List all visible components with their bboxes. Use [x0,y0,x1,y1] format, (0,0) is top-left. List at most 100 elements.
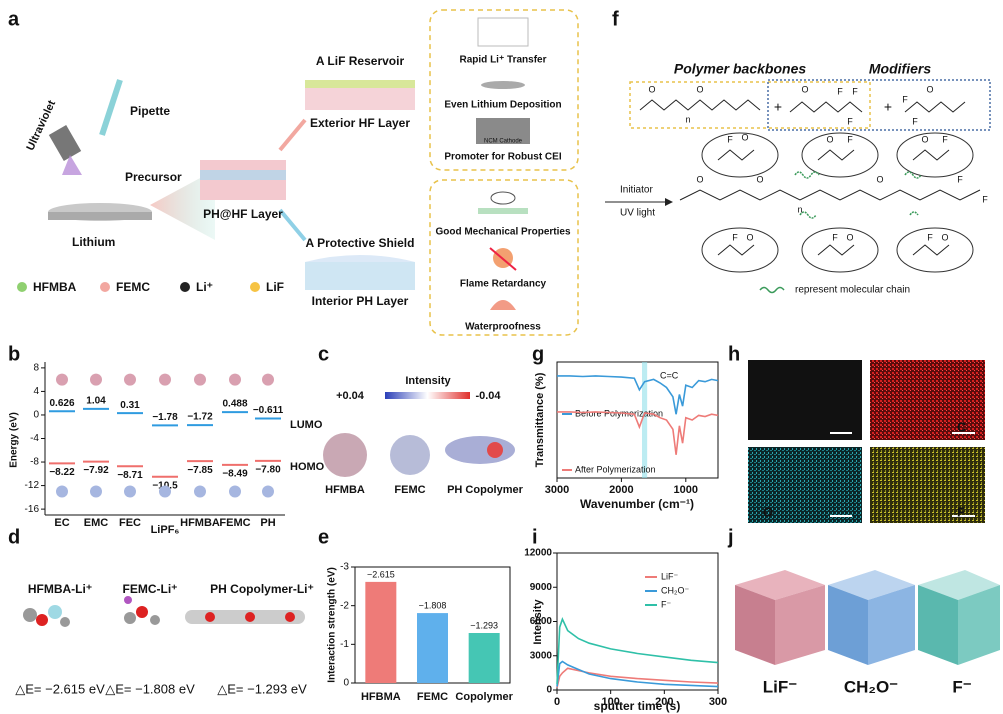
ion-label: LiF⁻ [763,677,797,696]
x-tick-label: HFBMA [361,691,401,703]
y-tick-label: -2 [340,600,349,611]
value-label: −8.22 [49,467,75,478]
series-line [557,411,719,455]
panel-letter: c [318,343,329,365]
value-label: 1.04 [86,395,106,406]
value-label: −8.49 [222,469,248,480]
element-label: O [763,504,773,519]
orbital [229,373,241,386]
orbital [262,485,274,498]
value-label: 0.31 [120,400,140,411]
label: Modifiers [869,61,931,77]
panel-letter: e [318,526,329,548]
legend-label: HFMBA [33,280,77,294]
atom-label: F [832,232,838,242]
label: -0.04 [475,390,501,402]
element-label: C [957,419,967,434]
y-tick-label: 8 [33,363,39,374]
y-tick-label: -1 [340,639,349,650]
value-label: −1.78 [152,412,178,423]
plot-frame [556,552,719,691]
atom-label: n [797,204,802,214]
atom-label: O [921,134,928,144]
eds-maps [748,360,985,523]
value-label: −7.92 [83,465,109,476]
atom-label: O [941,232,948,242]
atom-label: F [732,232,738,242]
orbital [90,373,102,386]
y-tick-label: 0 [343,678,349,689]
x-tick-label: FEC [119,517,141,529]
orbital [229,485,241,498]
colorbar [385,392,470,399]
atom-label: O [696,174,703,184]
x-tick-label: PH [260,517,275,529]
tof-cubes [735,570,1000,665]
panel-letter: i [532,526,538,548]
y-tick-label: -8 [30,457,39,468]
highlight-band [642,362,648,478]
legend-label: Li⁺ [196,280,213,294]
label: + [884,99,892,115]
value-label: 0.626 [49,398,74,409]
series-line [557,375,719,415]
panel-letter: d [8,526,20,548]
atom-label: O [826,134,833,144]
atom-label: F [957,174,963,184]
label: Lithium [72,235,115,249]
label: NCM Cathode [484,139,523,145]
atom-label: F [847,116,853,126]
label: △E= −1.293 eV [217,681,307,696]
panel-letter: a [8,8,20,30]
x-tick-label: 2000 [609,484,633,496]
series-line [556,660,719,688]
x-tick-label: 100 [601,696,619,708]
label: LUMO [290,419,323,431]
x-tick-label: HFMBA [180,517,220,529]
label: Interior PH Layer [312,294,409,308]
molecule-art [23,433,515,627]
panel-letter: j [727,526,734,548]
atom-label: F [852,86,858,96]
label: Promoter for Robust CEI [444,152,561,163]
label: A LiF Reservoir [316,54,405,68]
label: PH Copolymer-Li⁺ [210,582,314,596]
legend-label: F⁻ [661,599,671,609]
legend-label: FEMC [116,280,150,294]
atom-label: F [837,86,843,96]
orbital [262,373,274,386]
legend-label: LiF⁻ [661,571,679,581]
label: HFMBA [325,484,365,496]
y-tick-label: 3000 [530,650,553,661]
label: +0.04 [336,390,365,402]
ion-label: CH₂O⁻ [844,677,898,696]
atom-label: O [756,174,763,184]
atom-label: n [685,114,690,124]
y-tick-label: 0 [546,685,552,696]
y-tick-label: -4 [30,433,39,444]
value-label: −8.71 [117,470,143,481]
panel-letter: g [532,343,544,365]
value-label: −1.293 [470,620,498,630]
orbital [124,373,136,386]
atom-label: O [876,174,883,184]
label: PH Copolymer [447,484,524,496]
orbital [159,485,171,498]
legend-label: After Polymerization [575,464,656,474]
label: Pipette [130,104,170,118]
orbital [124,485,136,498]
label: Exterior HF Layer [310,116,410,130]
legend-label: LiF [266,280,284,294]
label: PH@HF Layer [203,207,283,221]
x-tick-label: 200 [655,696,673,708]
label: Flame Retardancy [460,279,547,290]
atom-label: F [847,134,853,144]
element-label: F [957,504,965,519]
atom-label: O [801,84,808,94]
plot-frame [556,361,719,479]
bar [468,633,500,683]
label: Polymer backbones [674,61,806,77]
atom-label: O [846,232,853,242]
label: + [774,99,782,115]
